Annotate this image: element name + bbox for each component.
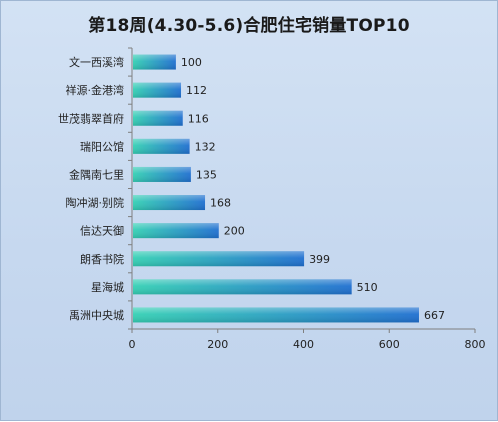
bar-highlight (133, 251, 305, 267)
x-tick-label: 200 (207, 338, 228, 351)
category-label: 世茂翡翠首府 (58, 111, 124, 125)
data-label: 510 (357, 281, 378, 294)
bar-highlight (133, 223, 219, 239)
bar-highlight (133, 279, 352, 295)
bar-highlight (133, 82, 182, 98)
x-tick-label: 600 (379, 338, 400, 351)
category-label: 金隅南七里 (69, 167, 124, 181)
category-label: 信达天御 (80, 224, 124, 238)
data-label: 112 (186, 84, 207, 97)
data-label: 116 (188, 112, 209, 125)
data-label: 100 (181, 56, 202, 69)
x-tick-label: 0 (129, 338, 136, 351)
x-tick-label: 400 (293, 338, 314, 351)
data-label: 667 (424, 309, 445, 322)
bar-highlight (133, 110, 183, 126)
data-label: 200 (224, 225, 245, 238)
bar-highlight (133, 307, 419, 323)
bar-highlight (133, 195, 206, 211)
x-tick-label: 800 (465, 338, 486, 351)
category-label: 瑞阳公馆 (80, 139, 124, 153)
bar-highlight (133, 166, 191, 182)
category-label: 陶冲湖·别院 (66, 196, 125, 210)
category-label: 星海城 (91, 280, 124, 294)
data-label: 399 (309, 253, 330, 266)
data-label: 135 (196, 168, 217, 181)
data-label: 132 (195, 140, 216, 153)
chart-title: 第18周(4.30-5.6)合肥住宅销量TOP10 (88, 16, 410, 36)
category-label: 朗香书院 (80, 252, 124, 266)
bar-highlight (133, 138, 190, 154)
category-label: 禹洲中央城 (69, 309, 124, 322)
bar-highlight (133, 54, 176, 70)
category-label: 文一西溪湾 (69, 55, 124, 69)
data-label: 168 (210, 197, 231, 210)
category-label: 祥源·金港湾 (66, 83, 125, 97)
